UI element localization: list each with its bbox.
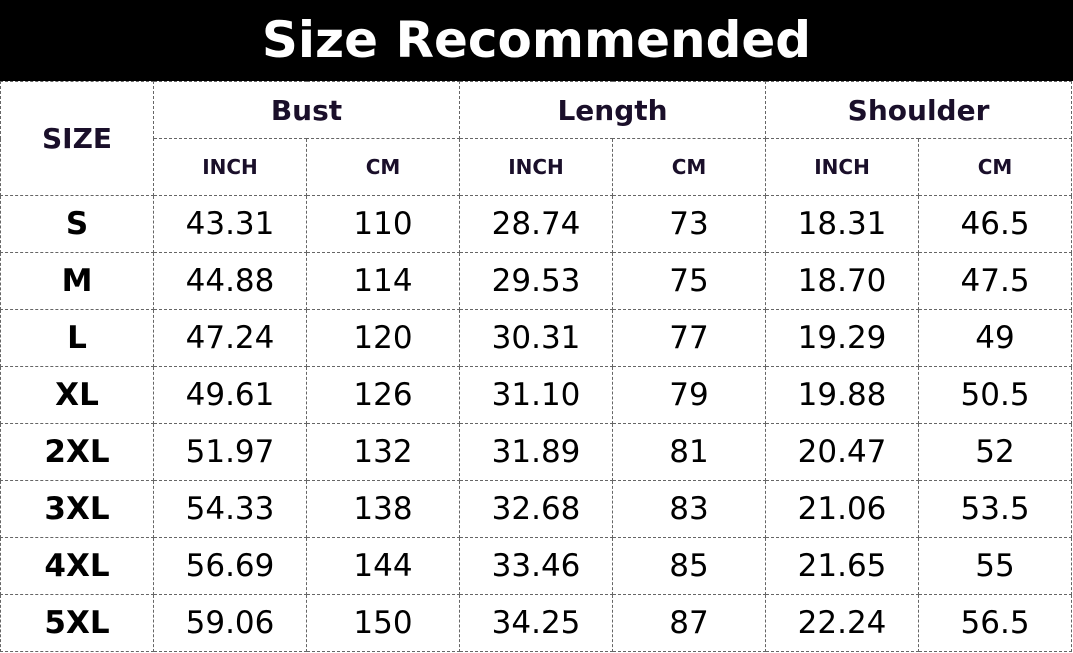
size-cell: 4XL — [0, 537, 154, 595]
value-cell: 43.31 — [153, 195, 307, 253]
unit-header: INCH — [459, 138, 614, 196]
value-cell: 144 — [305, 537, 461, 595]
value-cell: 53.5 — [918, 480, 1073, 538]
size-cell: L — [0, 309, 154, 367]
value-cell: 126 — [305, 366, 461, 424]
value-cell: 19.29 — [765, 309, 920, 367]
value-cell: 77 — [612, 309, 767, 367]
value-cell: 132 — [305, 423, 461, 481]
value-cell: 83 — [612, 480, 767, 538]
size-table: SIZE Bust Length Shoulder INCH CM INCH C… — [0, 81, 1073, 652]
table-row: 3XL 54.33 138 32.68 83 21.06 53.5 — [0, 480, 1073, 538]
value-cell: 54.33 — [153, 480, 307, 538]
table-row: 2XL 51.97 132 31.89 81 20.47 52 — [0, 423, 1073, 481]
table-row: M 44.88 114 29.53 75 18.70 47.5 — [0, 252, 1073, 310]
table-row: 4XL 56.69 144 33.46 85 21.65 55 — [0, 537, 1073, 595]
value-cell: 44.88 — [153, 252, 307, 310]
size-cell: S — [0, 195, 154, 253]
value-cell: 34.25 — [459, 594, 614, 652]
value-cell: 20.47 — [765, 423, 920, 481]
table-row: S 43.31 110 28.74 73 18.31 46.5 — [0, 195, 1073, 253]
size-cell: 2XL — [0, 423, 154, 481]
value-cell: 52 — [918, 423, 1073, 481]
size-header: SIZE — [0, 81, 154, 196]
value-cell: 18.31 — [765, 195, 920, 253]
value-cell: 22.24 — [765, 594, 920, 652]
value-cell: 55 — [918, 537, 1073, 595]
header-row-groups: SIZE Bust Length Shoulder — [0, 81, 1073, 196]
value-cell: 110 — [305, 195, 461, 253]
value-cell: 56.5 — [918, 594, 1073, 652]
value-cell: 114 — [305, 252, 461, 310]
unit-header: CM — [612, 138, 767, 196]
size-cell: M — [0, 252, 154, 310]
value-cell: 30.31 — [459, 309, 614, 367]
unit-header: CM — [918, 138, 1073, 196]
value-cell: 29.53 — [459, 252, 614, 310]
value-cell: 75 — [612, 252, 767, 310]
value-cell: 120 — [305, 309, 461, 367]
value-cell: 73 — [612, 195, 767, 253]
unit-header: CM — [305, 138, 461, 196]
value-cell: 56.69 — [153, 537, 307, 595]
value-cell: 18.70 — [765, 252, 920, 310]
unit-header: INCH — [153, 138, 307, 196]
value-cell: 32.68 — [459, 480, 614, 538]
value-cell: 46.5 — [918, 195, 1073, 253]
value-cell: 21.06 — [765, 480, 920, 538]
table-row: L 47.24 120 30.31 77 19.29 49 — [0, 309, 1073, 367]
value-cell: 47.24 — [153, 309, 307, 367]
value-cell: 49.61 — [153, 366, 307, 424]
page-title: Size Recommended — [0, 0, 1073, 81]
value-cell: 33.46 — [459, 537, 614, 595]
value-cell: 21.65 — [765, 537, 920, 595]
value-cell: 81 — [612, 423, 767, 481]
length-header: Length — [459, 81, 767, 139]
value-cell: 31.10 — [459, 366, 614, 424]
size-cell: 5XL — [0, 594, 154, 652]
unit-header: INCH — [765, 138, 920, 196]
value-cell: 28.74 — [459, 195, 614, 253]
size-cell: XL — [0, 366, 154, 424]
shoulder-header: Shoulder — [765, 81, 1073, 139]
table-row: XL 49.61 126 31.10 79 19.88 50.5 — [0, 366, 1073, 424]
value-cell: 59.06 — [153, 594, 307, 652]
size-cell: 3XL — [0, 480, 154, 538]
value-cell: 50.5 — [918, 366, 1073, 424]
value-cell: 79 — [612, 366, 767, 424]
value-cell: 31.89 — [459, 423, 614, 481]
bust-header: Bust — [152, 81, 461, 139]
value-cell: 51.97 — [153, 423, 307, 481]
value-cell: 47.5 — [918, 252, 1073, 310]
value-cell: 138 — [305, 480, 461, 538]
value-cell: 19.88 — [765, 366, 920, 424]
header-row-units: INCH CM INCH CM INCH CM — [1, 138, 1073, 196]
table-row: 5XL 59.06 150 34.25 87 22.24 56.5 — [0, 594, 1073, 652]
value-cell: 85 — [612, 537, 767, 595]
value-cell: 49 — [918, 309, 1073, 367]
value-cell: 150 — [305, 594, 461, 652]
value-cell: 87 — [612, 594, 767, 652]
